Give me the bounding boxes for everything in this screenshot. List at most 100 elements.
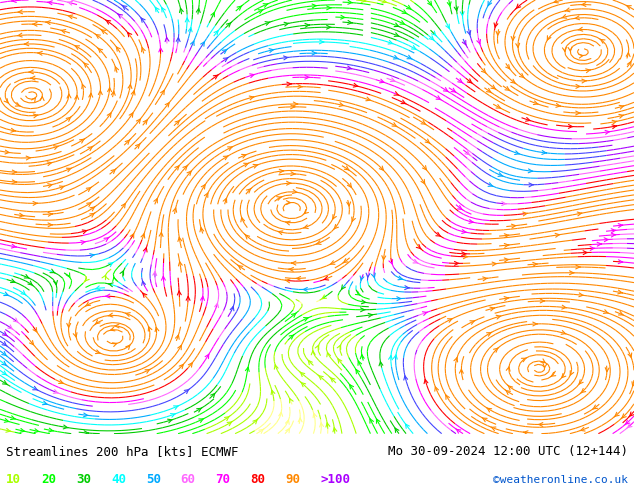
FancyArrowPatch shape <box>167 419 172 423</box>
FancyArrowPatch shape <box>165 103 169 107</box>
FancyArrowPatch shape <box>361 308 365 312</box>
FancyArrowPatch shape <box>243 163 249 167</box>
FancyArrowPatch shape <box>338 359 342 363</box>
FancyArrowPatch shape <box>42 401 48 405</box>
FancyArrowPatch shape <box>515 151 520 154</box>
FancyArrowPatch shape <box>278 231 283 235</box>
FancyArrowPatch shape <box>356 291 361 295</box>
FancyArrowPatch shape <box>401 100 406 104</box>
FancyArrowPatch shape <box>312 51 316 55</box>
FancyArrowPatch shape <box>126 313 130 317</box>
FancyArrowPatch shape <box>315 345 319 350</box>
FancyArrowPatch shape <box>618 260 623 264</box>
FancyArrowPatch shape <box>197 408 202 412</box>
FancyArrowPatch shape <box>287 201 290 205</box>
FancyArrowPatch shape <box>366 273 370 277</box>
FancyArrowPatch shape <box>258 10 263 13</box>
FancyArrowPatch shape <box>462 40 466 45</box>
FancyArrowPatch shape <box>74 46 79 49</box>
FancyArrowPatch shape <box>286 428 290 433</box>
FancyArrowPatch shape <box>127 33 132 37</box>
FancyArrowPatch shape <box>389 356 392 360</box>
FancyArrowPatch shape <box>406 5 411 10</box>
FancyArrowPatch shape <box>48 223 53 227</box>
FancyArrowPatch shape <box>30 341 34 345</box>
FancyArrowPatch shape <box>330 261 335 265</box>
FancyArrowPatch shape <box>89 93 93 97</box>
FancyArrowPatch shape <box>176 38 180 42</box>
FancyArrowPatch shape <box>561 331 566 334</box>
FancyArrowPatch shape <box>29 70 34 74</box>
FancyArrowPatch shape <box>353 83 358 87</box>
FancyArrowPatch shape <box>455 262 459 265</box>
FancyArrowPatch shape <box>575 16 579 20</box>
FancyArrowPatch shape <box>253 164 258 168</box>
FancyArrowPatch shape <box>570 371 574 375</box>
FancyArrowPatch shape <box>454 358 458 362</box>
FancyArrowPatch shape <box>129 113 133 117</box>
FancyArrowPatch shape <box>131 91 135 95</box>
FancyArrowPatch shape <box>404 376 408 380</box>
FancyArrowPatch shape <box>547 36 551 40</box>
FancyArrowPatch shape <box>160 90 164 95</box>
FancyArrowPatch shape <box>311 351 315 355</box>
FancyArrowPatch shape <box>61 29 66 33</box>
FancyArrowPatch shape <box>204 193 208 197</box>
FancyArrowPatch shape <box>84 413 88 417</box>
FancyArrowPatch shape <box>287 82 292 86</box>
FancyArrowPatch shape <box>447 2 451 6</box>
FancyArrowPatch shape <box>600 39 605 43</box>
FancyArrowPatch shape <box>13 318 18 323</box>
FancyArrowPatch shape <box>86 187 91 192</box>
FancyArrowPatch shape <box>228 147 233 150</box>
FancyArrowPatch shape <box>318 375 323 380</box>
FancyArrowPatch shape <box>618 223 623 227</box>
FancyArrowPatch shape <box>67 323 70 327</box>
FancyArrowPatch shape <box>482 277 488 281</box>
FancyArrowPatch shape <box>171 414 176 417</box>
Text: ©weatheronline.co.uk: ©weatheronline.co.uk <box>493 475 628 485</box>
FancyArrowPatch shape <box>6 428 11 432</box>
FancyArrowPatch shape <box>382 256 385 260</box>
FancyArrowPatch shape <box>215 303 219 308</box>
FancyArrowPatch shape <box>562 373 566 378</box>
FancyArrowPatch shape <box>565 8 570 12</box>
FancyArrowPatch shape <box>184 389 190 393</box>
FancyArrowPatch shape <box>421 179 425 184</box>
FancyArrowPatch shape <box>4 292 9 295</box>
FancyArrowPatch shape <box>11 416 15 419</box>
FancyArrowPatch shape <box>562 15 567 18</box>
FancyArrowPatch shape <box>265 22 270 25</box>
FancyArrowPatch shape <box>304 318 309 321</box>
FancyArrowPatch shape <box>136 143 141 148</box>
FancyArrowPatch shape <box>26 156 31 160</box>
FancyArrowPatch shape <box>521 358 527 362</box>
FancyArrowPatch shape <box>136 119 140 123</box>
FancyArrowPatch shape <box>327 25 331 29</box>
FancyArrowPatch shape <box>533 101 538 104</box>
FancyArrowPatch shape <box>292 313 297 318</box>
FancyArrowPatch shape <box>320 40 324 44</box>
FancyArrowPatch shape <box>458 79 463 83</box>
FancyArrowPatch shape <box>407 55 412 59</box>
FancyArrowPatch shape <box>529 183 533 187</box>
FancyArrowPatch shape <box>523 212 527 216</box>
FancyArrowPatch shape <box>533 262 538 266</box>
Text: 80: 80 <box>250 473 266 487</box>
FancyArrowPatch shape <box>597 242 602 246</box>
FancyArrowPatch shape <box>541 359 545 363</box>
FancyArrowPatch shape <box>562 48 566 51</box>
FancyArrowPatch shape <box>425 139 430 144</box>
FancyArrowPatch shape <box>632 382 634 386</box>
FancyArrowPatch shape <box>347 21 353 24</box>
FancyArrowPatch shape <box>322 295 327 299</box>
FancyArrowPatch shape <box>296 276 301 280</box>
FancyArrowPatch shape <box>294 102 298 106</box>
FancyArrowPatch shape <box>66 117 71 122</box>
FancyArrowPatch shape <box>122 204 126 208</box>
FancyArrowPatch shape <box>5 150 10 154</box>
FancyArrowPatch shape <box>191 41 194 46</box>
FancyArrowPatch shape <box>128 84 132 89</box>
FancyArrowPatch shape <box>492 262 497 266</box>
FancyArrowPatch shape <box>436 96 441 100</box>
